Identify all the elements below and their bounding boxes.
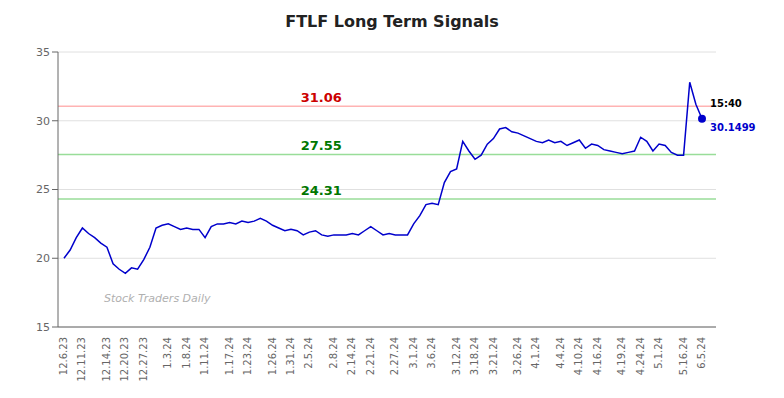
svg-text:2.14.24: 2.14.24 (346, 337, 357, 375)
svg-text:1.3.24: 1.3.24 (162, 337, 173, 369)
svg-text:12.11.23: 12.11.23 (77, 337, 88, 382)
svg-text:6.5.24: 6.5.24 (696, 337, 707, 369)
svg-text:3.26.24: 3.26.24 (512, 337, 523, 375)
svg-text:1.11.24: 1.11.24 (199, 337, 210, 375)
svg-text:12.27.23: 12.27.23 (138, 337, 149, 382)
svg-text:20: 20 (36, 252, 50, 265)
svg-text:4.16.24: 4.16.24 (592, 337, 603, 375)
svg-text:3.1.24: 3.1.24 (408, 337, 419, 369)
svg-text:4.24.24: 4.24.24 (635, 337, 646, 375)
svg-text:2.27.24: 2.27.24 (389, 337, 400, 375)
html-text:FTLF Long Term Signals: FTLF Long Term Signals (285, 12, 499, 31)
svg-text:24.31: 24.31 (301, 183, 342, 198)
svg-text:12.6.23: 12.6.23 (58, 337, 69, 375)
svg-text:15:40: 15:40 (710, 98, 742, 109)
svg-text:27.55: 27.55 (301, 138, 342, 153)
svg-text:4.1.24: 4.1.24 (530, 337, 541, 369)
svg-text:4.19.24: 4.19.24 (616, 337, 627, 375)
svg-text:25: 25 (36, 183, 50, 196)
svg-text:2.5.24: 2.5.24 (303, 337, 314, 369)
html-text:Stock Traders Daily: Stock Traders Daily (104, 292, 211, 305)
svg-text:12.14.23: 12.14.23 (101, 337, 112, 382)
svg-text:3.12.24: 3.12.24 (451, 337, 462, 375)
svg-text:1.26.24: 1.26.24 (267, 337, 278, 375)
svg-text:31.06: 31.06 (301, 90, 342, 105)
svg-text:15: 15 (36, 321, 50, 334)
svg-text:2.21.24: 2.21.24 (365, 337, 376, 375)
svg-text:5.16.24: 5.16.24 (678, 337, 689, 375)
svg-text:1.8.24: 1.8.24 (181, 337, 192, 369)
svg-text:1.23.24: 1.23.24 (242, 337, 253, 375)
svg-text:5.1.24: 5.1.24 (653, 337, 664, 369)
svg-text:3.18.24: 3.18.24 (469, 337, 480, 375)
svg-text:1.17.24: 1.17.24 (224, 337, 235, 375)
svg-text:30.1499: 30.1499 (710, 122, 756, 133)
svg-text:4.10.24: 4.10.24 (573, 337, 584, 375)
svg-text:1.31.24: 1.31.24 (285, 337, 296, 375)
svg-text:2.8.24: 2.8.24 (328, 337, 339, 369)
svg-text:3.21.24: 3.21.24 (488, 337, 499, 375)
svg-text:35: 35 (36, 46, 50, 59)
svg-text:12.20.23: 12.20.23 (119, 337, 130, 382)
svg-text:3.6.24: 3.6.24 (426, 337, 437, 369)
svg-text:30: 30 (36, 115, 50, 128)
svg-text:4.4.24: 4.4.24 (555, 337, 566, 369)
